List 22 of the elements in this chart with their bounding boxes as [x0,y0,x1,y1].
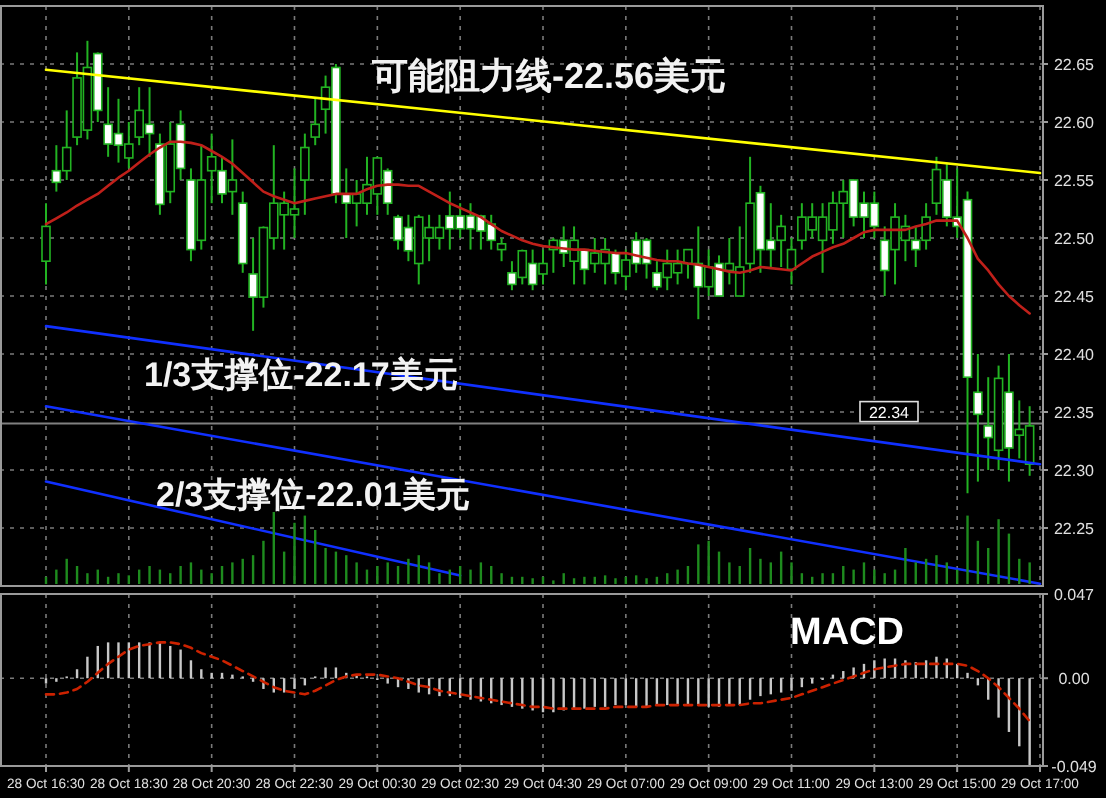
y-tick-label: 22.30 [1053,462,1096,480]
y-tick-label: 0.047 [1053,586,1096,604]
y-tick-label: 22.50 [1053,230,1096,248]
y-tick-label: 22.45 [1053,288,1096,306]
candlestick [496,237,507,263]
annotation: 2/3支撑位-22.01美元 [156,476,470,514]
y-tick-label: 22.60 [1053,114,1096,132]
ref-line-label: 22.34 [868,403,911,422]
candlestick [310,97,321,147]
line-series [44,641,1031,723]
y-tick-label: 22.35 [1053,404,1096,422]
candlestick [41,202,51,286]
y-tick-label: -0.049 [1051,758,1098,776]
y-tick-label: 22.55 [1053,172,1096,190]
y-tick-label: 0.00 [1058,670,1091,689]
candlestick [300,132,310,216]
y-tick-label: 22.25 [1053,520,1096,538]
y-tick-label: 22.40 [1053,346,1096,364]
y-tick-label: 22.65 [1053,56,1096,74]
candlestick [973,353,983,483]
annotation: 可能阻力线-22.56美元 [370,56,727,96]
text: MACD [790,612,904,654]
